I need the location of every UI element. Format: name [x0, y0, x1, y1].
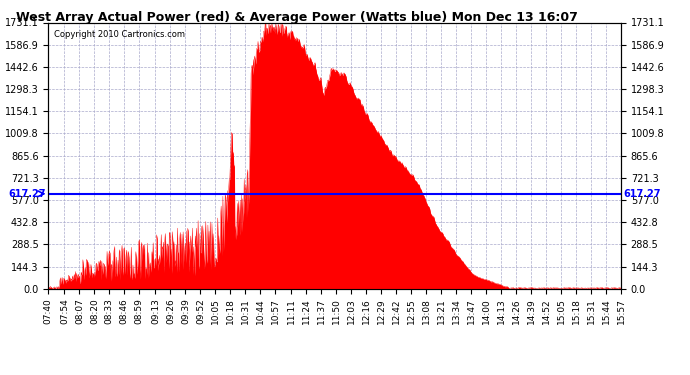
Text: 617.27: 617.27	[624, 189, 661, 199]
Text: West Array Actual Power (red) & Average Power (Watts blue) Mon Dec 13 16:07: West Array Actual Power (red) & Average …	[16, 11, 578, 24]
Text: Copyright 2010 Cartronics.com: Copyright 2010 Cartronics.com	[54, 30, 185, 39]
Text: 617.27: 617.27	[8, 189, 46, 199]
